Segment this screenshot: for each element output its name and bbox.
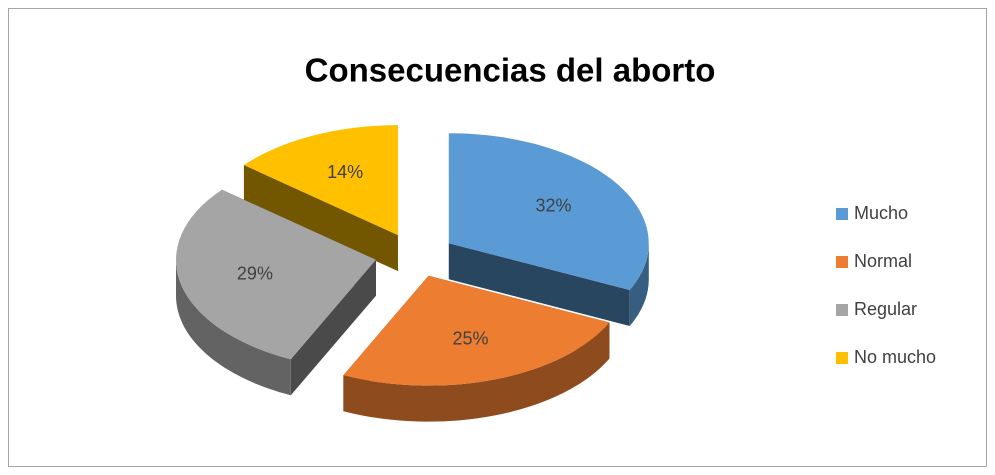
slice-side [448,243,630,326]
legend-label: Normal [854,251,912,271]
chart-title: Consecuencias del aborto [305,52,716,89]
pie-slice [343,275,610,386]
legend-swatch [836,352,848,364]
legend-label: Mucho [854,203,908,223]
slice-wall [343,322,610,422]
slice-side [243,165,398,272]
legend-swatch [836,208,848,220]
data-label: 14% [327,162,363,182]
data-label: 32% [535,195,571,215]
data-label: 25% [453,329,489,349]
legend-label: Regular [854,299,917,319]
slice-wall [629,243,649,326]
pie-slice [448,133,649,290]
pie-slice [176,189,376,360]
legend-swatch [836,256,848,268]
pie-slice [243,125,398,236]
legend-swatch [836,304,848,316]
slice-wall [176,259,291,396]
legend-label: No mucho [854,347,936,367]
slice-side [290,259,376,396]
data-label: 29% [237,263,273,283]
